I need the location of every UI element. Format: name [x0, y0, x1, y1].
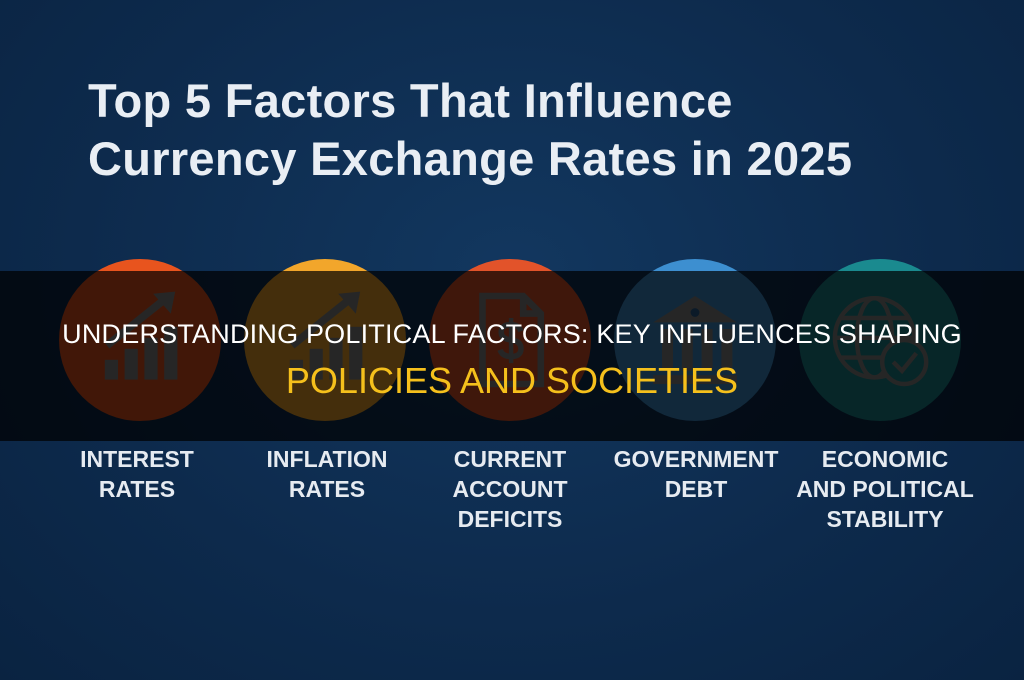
- label-line: INTEREST: [80, 446, 194, 472]
- label-line: ECONOMIC: [821, 446, 949, 472]
- infographic-headline: Top 5 Factors That Influence Currency Ex…: [88, 72, 988, 188]
- label-line: ACCOUNT: [452, 476, 568, 502]
- factor-label-current-account-deficits: CURRENT ACCOUNT DEFICITS: [420, 444, 600, 534]
- overlay-title-line-2: POLICIES AND SOCIETIES: [285, 360, 739, 401]
- factor-label-government-debt: GOVERNMENT DEBT: [606, 444, 786, 504]
- factor-label-interest-rates: INTEREST RATES: [47, 444, 227, 504]
- label-line: AND POLITICAL: [796, 476, 974, 502]
- title-overlay-band: [0, 271, 1024, 441]
- headline-line-2: Currency Exchange Rates in 2025: [88, 132, 853, 185]
- label-line: RATES: [98, 476, 176, 502]
- label-line: STABILITY: [826, 506, 944, 532]
- headline-line-1: Top 5 Factors That Influence: [88, 74, 733, 127]
- label-line: CURRENT: [453, 446, 567, 472]
- overlay-title-line-1: UNDERSTANDING POLITICAL FACTORS: KEY INF…: [62, 319, 962, 349]
- label-line: INFLATION: [266, 446, 388, 472]
- label-line: GOVERNMENT: [613, 446, 779, 472]
- label-line: DEFICITS: [457, 506, 563, 532]
- label-line: RATES: [288, 476, 366, 502]
- factor-label-economic-political-stability: ECONOMIC AND POLITICAL STABILITY: [795, 444, 975, 534]
- label-line: DEBT: [664, 476, 728, 502]
- factor-label-inflation-rates: INFLATION RATES: [237, 444, 417, 504]
